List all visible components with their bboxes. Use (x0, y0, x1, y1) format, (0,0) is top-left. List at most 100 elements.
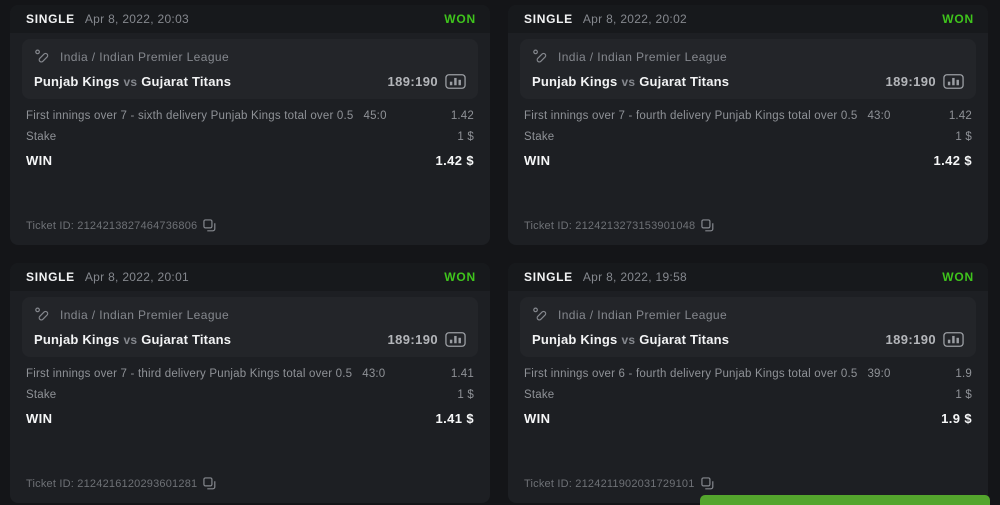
bet-live-score: 39:0 (867, 368, 891, 380)
ticket-id-label: Ticket ID: 2124213273153901048 (524, 219, 696, 232)
league-label: India / Indian Premier League (558, 49, 728, 64)
win-value: 1.42 $ (933, 153, 972, 168)
bet-description: First innings over 7 - fourth delivery P… (524, 110, 858, 122)
ticket-header: SINGLE Apr 8, 2022, 20:01 WON (10, 263, 490, 291)
ticket-datetime: Apr 8, 2022, 20:03 (84, 12, 190, 26)
vs-label: vs (123, 75, 138, 89)
toast-top-edge[interactable] (700, 495, 990, 505)
ticket-datetime: Apr 8, 2022, 20:01 (84, 270, 190, 284)
score-wrap: 189:190 (885, 332, 964, 347)
bet-ticket-card: SINGLE Apr 8, 2022, 19:58 WON India / In… (508, 263, 988, 503)
win-value: 1.42 $ (435, 153, 474, 168)
bet-type-label: SINGLE (524, 270, 573, 284)
ticket-datetime: Apr 8, 2022, 19:58 (582, 270, 688, 284)
match-box: India / Indian Premier League Punjab Kin… (520, 297, 976, 357)
match-row: Punjab Kings vs Gujarat Titans 189:190 (532, 74, 964, 89)
bet-odds: 1.42 (450, 110, 474, 122)
match-title: Punjab Kings vs Gujarat Titans (34, 74, 231, 89)
win-line: WIN 1.42 $ (10, 153, 490, 168)
ticket-id-row: Ticket ID: 2124213827464736806 (10, 219, 490, 245)
win-value: 1.41 $ (435, 411, 474, 426)
bet-live-score: 43:0 (867, 110, 891, 122)
match-row: Punjab Kings vs Gujarat Titans 189:190 (34, 74, 466, 89)
bet-odds: 1.41 (450, 368, 474, 380)
match-row: Punjab Kings vs Gujarat Titans 189:190 (532, 332, 964, 347)
score-wrap: 189:190 (387, 74, 466, 89)
stake-line: Stake 1 $ (10, 131, 490, 143)
win-line: WIN 1.42 $ (508, 153, 988, 168)
bet-type-label: SINGLE (524, 12, 573, 26)
bet-live-score: 43:0 (362, 368, 386, 380)
score-wrap: 189:190 (387, 332, 466, 347)
away-team: Gujarat Titans (639, 74, 730, 89)
home-team: Punjab Kings (532, 332, 618, 347)
match-title: Punjab Kings vs Gujarat Titans (34, 332, 231, 347)
stake-line: Stake 1 $ (508, 131, 988, 143)
bet-ticket-card: SINGLE Apr 8, 2022, 20:01 WON India / In… (10, 263, 490, 503)
stake-label: Stake (524, 131, 555, 143)
bet-live-score: 45:0 (363, 110, 387, 122)
bar-chart-icon[interactable] (943, 332, 964, 347)
league-label: India / Indian Premier League (558, 307, 728, 322)
win-label: WIN (26, 153, 53, 168)
match-box: India / Indian Premier League Punjab Kin… (520, 39, 976, 99)
cricket-bat-ball-icon (532, 306, 549, 323)
bet-ticket-card: SINGLE Apr 8, 2022, 20:03 WON India / In… (10, 5, 490, 245)
bar-chart-icon[interactable] (445, 332, 466, 347)
match-score: 189:190 (387, 332, 438, 347)
league-label: India / Indian Premier League (60, 49, 230, 64)
ticket-header: SINGLE Apr 8, 2022, 20:03 WON (10, 5, 490, 33)
ticket-id-row: Ticket ID: 2124213273153901048 (508, 219, 988, 245)
home-team: Punjab Kings (34, 332, 120, 347)
bet-line: First innings over 7 - fourth delivery P… (508, 110, 988, 122)
ticket-id-label: Ticket ID: 2124216120293601281 (26, 477, 198, 490)
ticket-id-row: Ticket ID: 2124211902031729101 (508, 477, 988, 503)
vs-label: vs (621, 75, 636, 89)
bet-type-label: SINGLE (26, 270, 75, 284)
match-title: Punjab Kings vs Gujarat Titans (532, 74, 729, 89)
ticket-id-label: Ticket ID: 2124213827464736806 (26, 219, 198, 232)
cricket-bat-ball-icon (532, 48, 549, 65)
bet-line: First innings over 7 - sixth delivery Pu… (10, 110, 490, 122)
ticket-id-label: Ticket ID: 2124211902031729101 (524, 477, 695, 490)
score-wrap: 189:190 (885, 74, 964, 89)
bar-chart-icon[interactable] (943, 74, 964, 89)
ticket-header: SINGLE Apr 8, 2022, 20:02 WON (508, 5, 988, 33)
bet-line: First innings over 7 - third delivery Pu… (10, 368, 490, 380)
home-team: Punjab Kings (532, 74, 618, 89)
stake-label: Stake (26, 389, 57, 401)
bar-chart-icon[interactable] (445, 74, 466, 89)
status-badge: WON (942, 270, 974, 284)
away-team: Gujarat Titans (639, 332, 730, 347)
ticket-datetime: Apr 8, 2022, 20:02 (582, 12, 688, 26)
win-label: WIN (524, 153, 551, 168)
win-value: 1.9 $ (941, 411, 972, 426)
status-badge: WON (942, 12, 974, 26)
bet-description: First innings over 7 - sixth delivery Pu… (26, 110, 354, 122)
cricket-bat-ball-icon (34, 306, 51, 323)
status-badge: WON (444, 270, 476, 284)
league-row: India / Indian Premier League (34, 306, 466, 323)
stake-label: Stake (524, 389, 555, 401)
league-row: India / Indian Premier League (532, 306, 964, 323)
stake-label: Stake (26, 131, 57, 143)
bet-description: First innings over 6 - fourth delivery P… (524, 368, 858, 380)
match-score: 189:190 (885, 74, 936, 89)
bet-type-label: SINGLE (26, 12, 75, 26)
match-box: India / Indian Premier League Punjab Kin… (22, 297, 478, 357)
league-label: India / Indian Premier League (60, 307, 230, 322)
stake-value: 1 $ (457, 389, 474, 401)
win-label: WIN (524, 411, 551, 426)
copy-icon[interactable] (701, 219, 714, 232)
ticket-header: SINGLE Apr 8, 2022, 19:58 WON (508, 263, 988, 291)
match-score: 189:190 (387, 74, 438, 89)
copy-icon[interactable] (203, 219, 216, 232)
match-score: 189:190 (885, 332, 936, 347)
match-title: Punjab Kings vs Gujarat Titans (532, 332, 729, 347)
match-box: India / Indian Premier League Punjab Kin… (22, 39, 478, 99)
copy-icon[interactable] (700, 477, 714, 490)
copy-icon[interactable] (203, 477, 216, 490)
bet-ticket-card: SINGLE Apr 8, 2022, 20:02 WON India / In… (508, 5, 988, 245)
bet-line: First innings over 6 - fourth delivery P… (508, 368, 988, 380)
league-row: India / Indian Premier League (34, 48, 466, 65)
